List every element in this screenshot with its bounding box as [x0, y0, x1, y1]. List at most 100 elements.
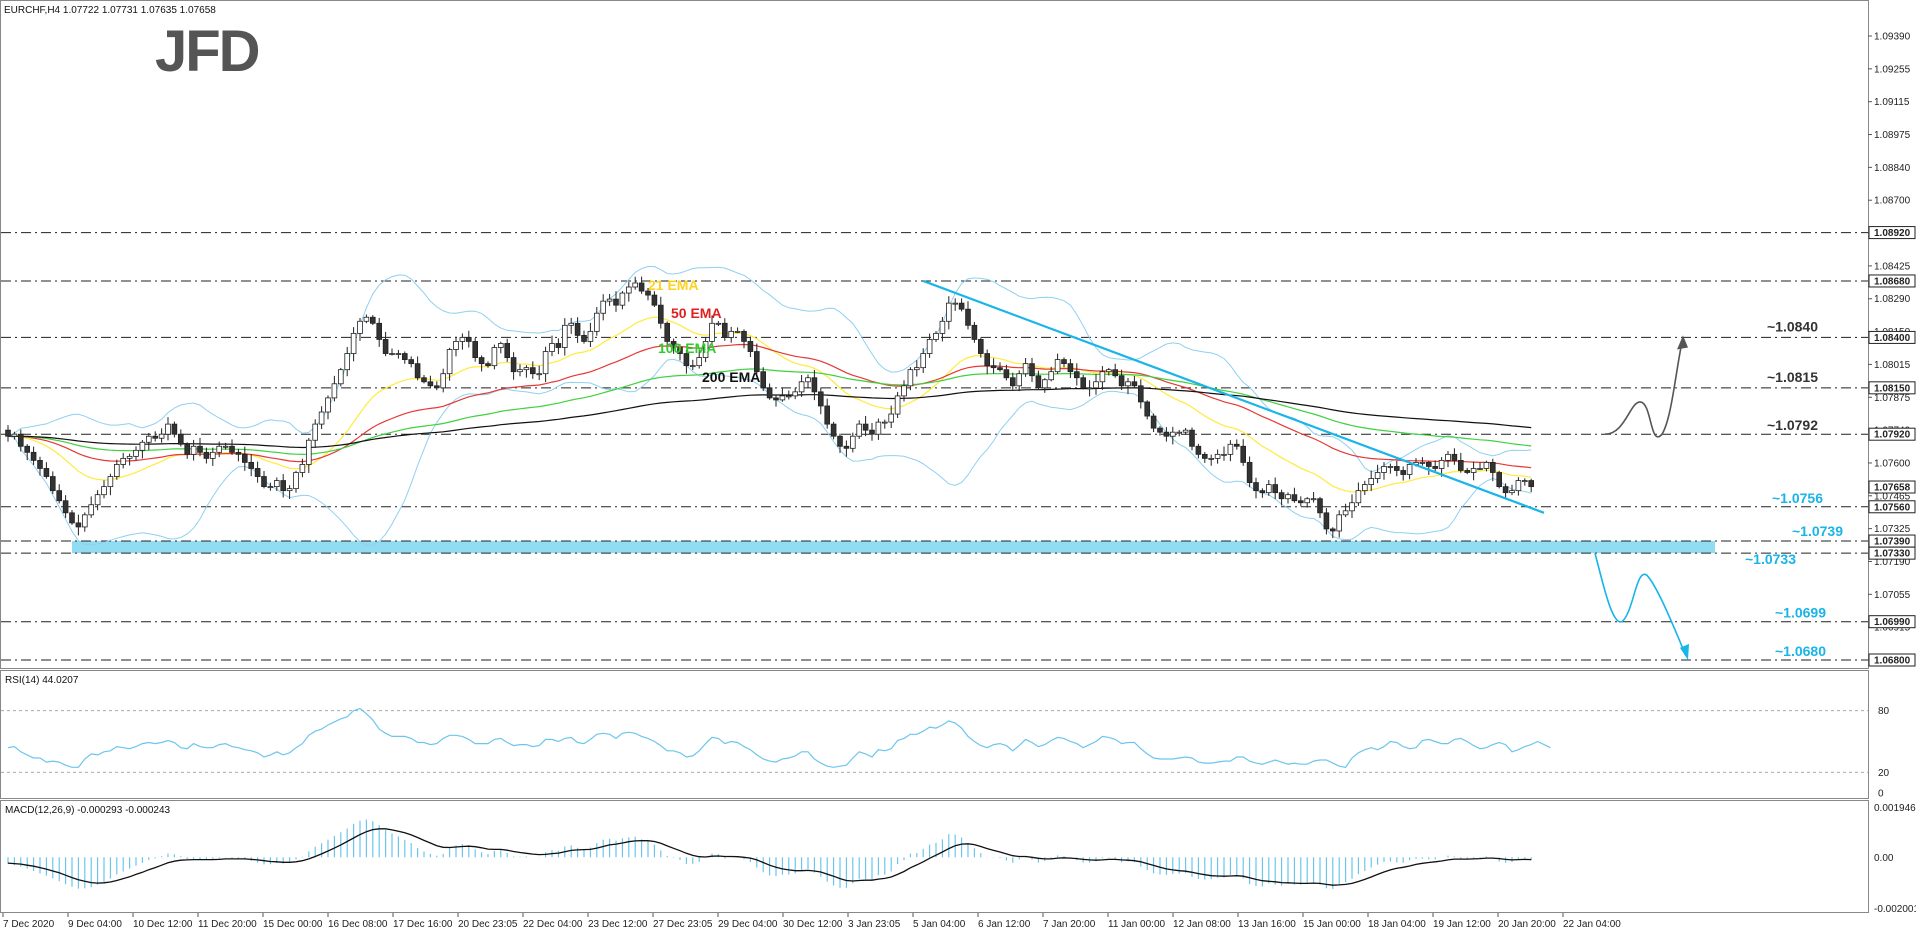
candle-body [1317, 498, 1323, 514]
rsi-tick-label: 80 [1878, 706, 1890, 717]
time-tick-label: 22 Jan 04:00 [1563, 919, 1621, 930]
candle-body [1189, 429, 1195, 447]
time-axis: 7 Dec 2020 9 Dec 04:00 10 Dec 12:00 11 Dec … [2, 913, 1621, 930]
candle-body [171, 423, 178, 435]
candle-body [965, 308, 971, 326]
time-tick-label: 16 Dec 08:00 [328, 919, 388, 930]
candle-body [1355, 490, 1362, 504]
candle-body [1349, 502, 1355, 512]
candle-body [1522, 480, 1528, 482]
price-box-label: 1.07920 [1874, 430, 1911, 441]
candle-body [312, 423, 318, 441]
candle-body [1291, 494, 1298, 502]
candle-body [267, 486, 274, 489]
candle-body [389, 353, 395, 355]
candle-body [318, 411, 325, 425]
price-box-label: 1.08150 [1874, 383, 1911, 394]
price-tick-label: 1.08425 [1874, 261, 1911, 272]
candle-body [901, 385, 907, 397]
candle-body [702, 341, 709, 358]
candle-body [574, 322, 581, 336]
candle-body [126, 455, 133, 459]
price-box [1868, 381, 1916, 395]
price-box-label: 1.07560 [1874, 502, 1911, 513]
price-box [1868, 546, 1916, 560]
candle-body [184, 443, 191, 455]
price-box-label: 1.08680 [1874, 276, 1911, 287]
candle-body [907, 369, 914, 387]
candle-body [670, 341, 677, 348]
candle-body [1278, 492, 1285, 500]
price-box [1868, 653, 1916, 667]
candle-body [1406, 464, 1413, 475]
candle-body [587, 330, 594, 342]
level-label: ~1.0792 [1767, 417, 1818, 433]
candle-body [1067, 363, 1074, 373]
time-tick-label: 23 Dec 12:00 [588, 919, 648, 930]
ema50-label: 50 EMA [671, 305, 722, 321]
candle-body [536, 373, 542, 376]
level-lines [1, 232, 1868, 661]
candle-body [1298, 500, 1304, 504]
candle-body [280, 480, 286, 492]
candle-body [1304, 498, 1311, 504]
candle-body [235, 451, 242, 455]
candle-body [1227, 443, 1234, 455]
candle-body [197, 445, 203, 453]
time-tick-label: 10 Dec 12:00 [133, 919, 193, 930]
candle-body [82, 514, 88, 528]
candle-body [978, 339, 984, 354]
candle-body [856, 423, 862, 437]
candle-body [1509, 490, 1515, 494]
price-box [1868, 274, 1916, 288]
candle-body [741, 330, 747, 342]
candle-body [1387, 466, 1394, 468]
candle-body [850, 435, 856, 449]
time-tick-label: 7 Dec 2020 [3, 919, 55, 930]
candle-body [523, 367, 530, 371]
candle-body [1438, 460, 1445, 469]
time-tick-label: 20 Dec 23:05 [458, 919, 518, 930]
candle-body [613, 298, 619, 306]
ema21-line [7, 316, 1532, 493]
candle-body [1221, 453, 1227, 456]
bearish-arrowhead [1680, 643, 1689, 660]
price-box-label: 1.08400 [1874, 333, 1911, 344]
price-tick-label: 1.08840 [1874, 163, 1911, 174]
candle-body [888, 413, 894, 423]
candle-body [478, 357, 485, 365]
time-tick-label: 7 Jan 20:00 [1043, 919, 1096, 930]
candle-body [1362, 484, 1368, 492]
ema200-label: 200 EMA [702, 369, 760, 385]
price-tick-label: 1.08700 [1874, 196, 1911, 207]
candle-body [914, 367, 920, 371]
candle-body [152, 435, 159, 439]
candle-body [754, 351, 760, 373]
candle-body [1016, 373, 1022, 387]
candle-body [24, 445, 30, 453]
time-tick-label: 12 Jan 08:00 [1173, 919, 1231, 930]
candle-body [325, 397, 331, 413]
time-tick-label: 15 Dec 00:00 [263, 919, 323, 930]
candle-body [248, 462, 255, 469]
ema100-label: 100 EMA [658, 340, 716, 356]
candle-body [1470, 468, 1477, 473]
candle-body [1502, 486, 1509, 494]
price-box-label: 1.07330 [1874, 549, 1911, 560]
level-label: ~1.0699 [1775, 605, 1826, 621]
candle-body [875, 421, 882, 435]
candle-body [286, 488, 293, 492]
candle-body [1086, 387, 1093, 390]
candle-body [549, 343, 555, 352]
rsi-panel: 80 20 0 [1, 706, 1890, 800]
candle-body [619, 292, 626, 306]
candle-body [1061, 359, 1067, 365]
candle-body [747, 341, 754, 352]
candle-body [497, 343, 504, 348]
candle-body [1010, 377, 1016, 387]
candles [5, 276, 1535, 539]
candle-body [1240, 445, 1247, 463]
candle-body [305, 439, 312, 465]
time-tick-label: 22 Dec 04:00 [523, 919, 583, 930]
